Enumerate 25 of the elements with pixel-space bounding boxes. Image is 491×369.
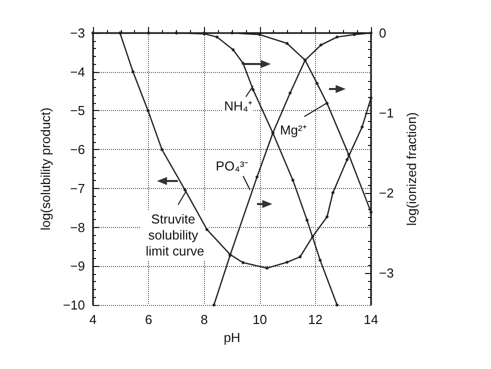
y2-tick-label: −1 (379, 106, 394, 120)
y-axis-title: log(solubility product) (38, 108, 54, 230)
series-label: NH₄⁺ (224, 98, 252, 114)
y-tick-label: −3 (70, 26, 85, 40)
x-tick-label: 6 (144, 312, 152, 327)
text: Mg²⁺ (280, 122, 306, 138)
y-tick-label: −7 (70, 180, 85, 196)
y-tick-label: −8 (70, 220, 85, 235)
y-tick-label: −6 (70, 142, 85, 158)
x-axis-title: pH (224, 330, 240, 345)
y2-tick-label: −2 (379, 186, 394, 200)
x-tick-label: 12 (308, 312, 323, 327)
series-label: Struvite solubility limit curve (146, 212, 204, 259)
x-tick-label: 14 (364, 312, 378, 327)
y-tick-label: −9 (70, 258, 85, 274)
x-tick-label: 8 (200, 312, 208, 327)
y-tick-label: −10 (62, 298, 85, 312)
x-tick-label: 10 (252, 312, 268, 327)
y-tick-label: −5 (70, 103, 85, 118)
y2-axis-title: log(ionized fraction) (404, 112, 419, 226)
x-tick-label: 4 (89, 312, 97, 327)
y-tick-label: −4 (70, 64, 85, 80)
y2-tick-label: 0 (379, 26, 386, 40)
series-label: PO₄³⁻ (216, 158, 248, 174)
y2-tick-label: −3 (379, 266, 394, 280)
